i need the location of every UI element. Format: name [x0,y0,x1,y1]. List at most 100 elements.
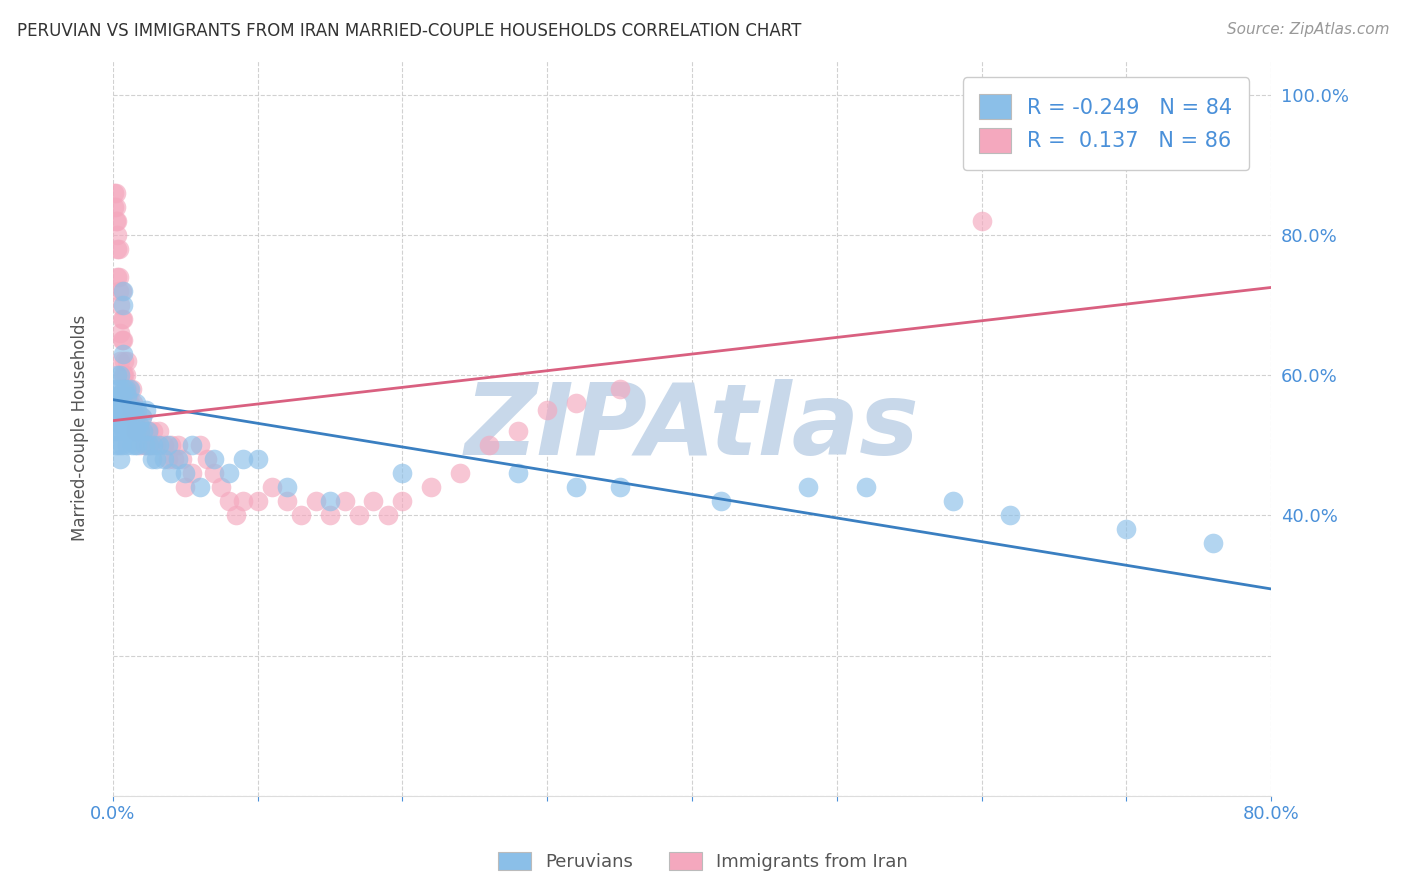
Point [319,494,342,508]
Point [142,424,165,438]
Point [218,467,240,481]
Point [117,410,139,425]
Point [103,410,125,425]
Point [103,396,125,410]
Point [202,467,225,481]
Point [449,467,471,481]
Point [141,452,163,467]
Point [111,284,134,298]
Point [107,389,129,403]
Point [103,186,125,200]
Text: PERUVIAN VS IMMIGRANTS FROM IRAN MARRIED-COUPLE HOUSEHOLDS CORRELATION CHART: PERUVIAN VS IMMIGRANTS FROM IRAN MARRIED… [17,22,801,40]
Point [970,214,993,228]
Point [122,424,145,438]
Point [134,438,156,452]
Point [124,424,146,438]
Point [218,494,240,508]
Point [114,354,136,368]
Point [136,424,159,438]
Point [104,438,127,452]
Point [114,424,136,438]
Point [134,438,156,452]
Point [115,368,138,383]
Point [290,508,312,523]
Point [508,424,530,438]
Point [148,438,170,452]
Point [107,417,129,432]
Point [188,480,211,494]
Point [174,480,197,494]
Point [107,396,129,410]
Point [120,410,142,425]
Point [132,424,155,438]
Point [565,480,588,494]
Point [136,438,159,452]
Point [107,284,129,298]
Point [1202,536,1225,550]
Point [124,410,146,425]
Point [139,438,162,452]
Point [129,424,152,438]
Point [111,368,134,383]
Point [108,452,131,467]
Point [152,452,174,467]
Point [609,382,631,396]
Point [246,494,269,508]
Point [156,452,179,467]
Point [304,494,326,508]
Point [121,382,143,396]
Point [117,438,139,452]
Point [111,347,134,361]
Point [127,438,149,452]
Point [276,480,298,494]
Point [108,382,131,396]
Point [108,424,131,438]
Point [363,494,385,508]
Point [115,382,138,396]
Point [110,312,132,326]
Point [333,494,356,508]
Point [121,424,143,438]
Point [110,389,132,403]
Point [129,438,152,452]
Point [131,410,153,425]
Point [262,480,284,494]
Point [124,438,146,452]
Point [108,354,131,368]
Point [148,424,170,438]
Point [319,508,342,523]
Point [105,227,128,242]
Point [105,424,128,438]
Point [232,494,254,508]
Point [135,403,157,417]
Y-axis label: Married-couple Households: Married-couple Households [72,315,89,541]
Point [105,269,128,284]
Point [391,494,413,508]
Point [347,508,370,523]
Point [111,312,134,326]
Point [174,467,197,481]
Point [478,438,501,452]
Point [125,424,148,438]
Point [125,396,148,410]
Point [159,438,181,452]
Point [120,396,142,410]
Point [114,382,136,396]
Legend: R = -0.249   N = 84, R =  0.137   N = 86: R = -0.249 N = 84, R = 0.137 N = 86 [963,78,1249,169]
Point [115,382,138,396]
Point [142,438,165,452]
Point [104,403,127,417]
Point [107,269,129,284]
Point [609,480,631,494]
Point [105,368,128,383]
Point [110,417,132,432]
Point [107,242,129,256]
Point [138,424,160,438]
Point [107,438,129,452]
Point [125,410,148,425]
Point [128,417,150,432]
Point [131,410,153,425]
Point [710,494,733,508]
Point [108,368,131,383]
Point [1000,508,1022,523]
